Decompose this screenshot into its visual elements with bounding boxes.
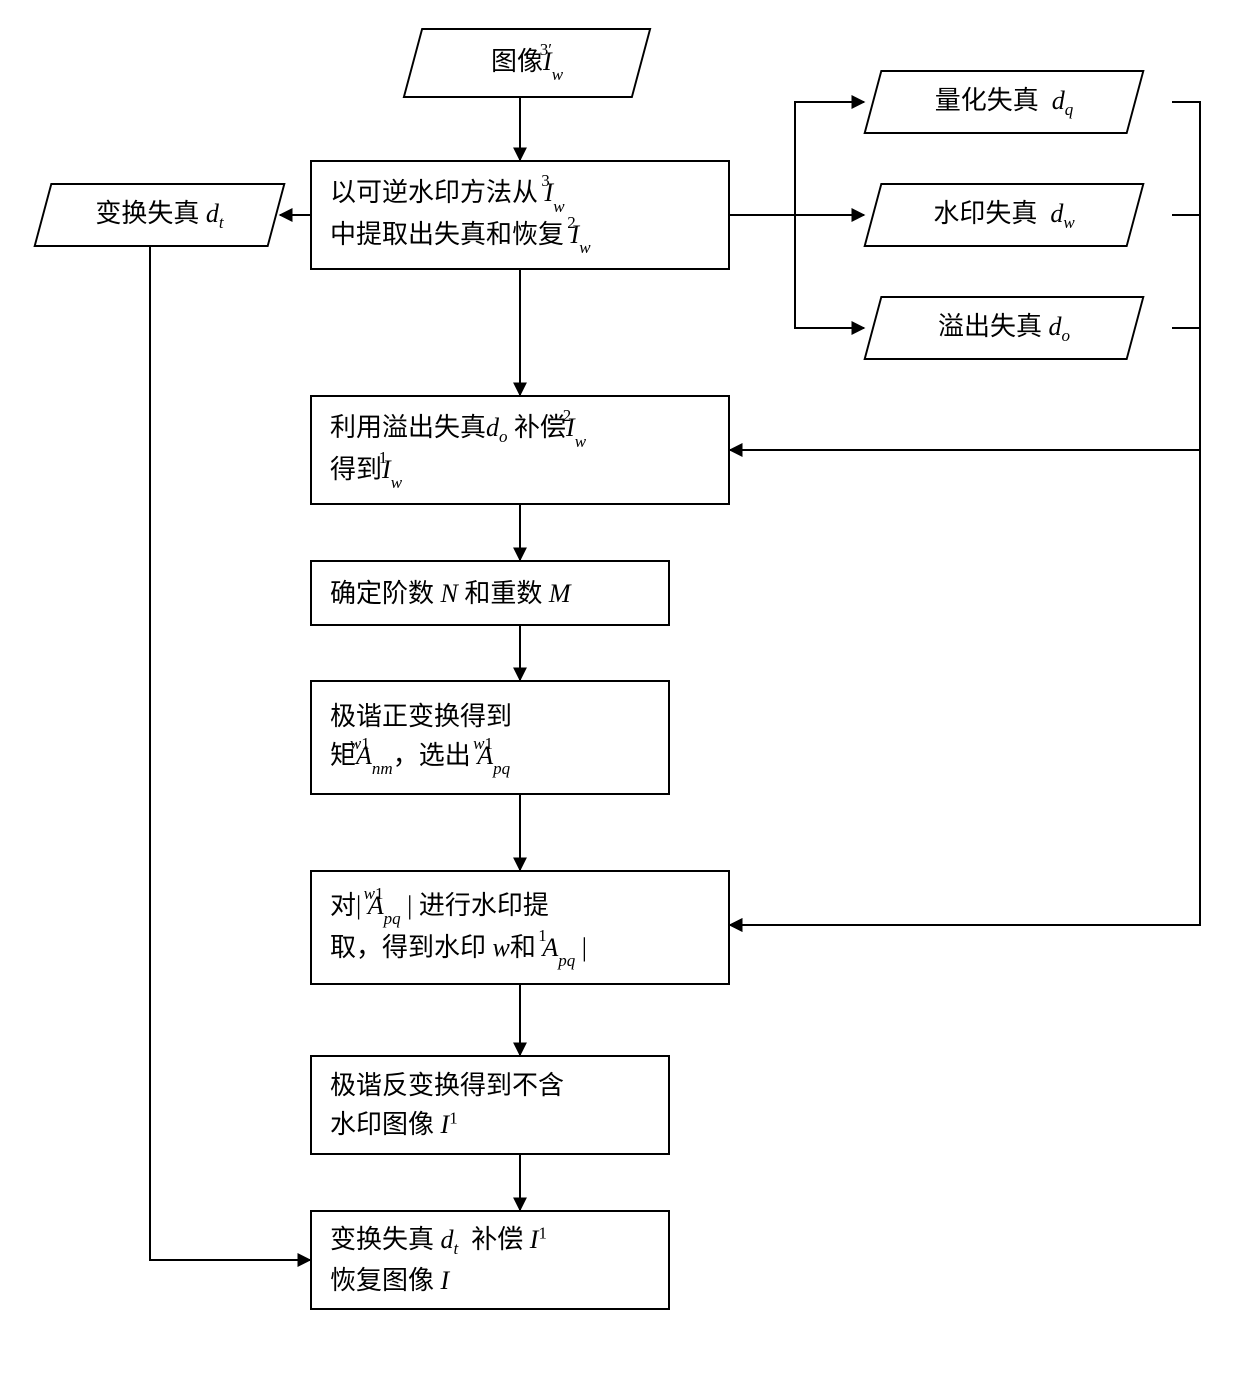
node-n_nm: 确定阶数 N 和重数 M xyxy=(310,560,670,626)
node-n_do: 溢出失真 do xyxy=(863,296,1144,360)
node-label: 对| Apqw1 | 进行水印提取，得到水印 w和 Apq1 | xyxy=(330,886,710,969)
node-label: 利用溢出失真do 补偿Iw2得到Iw1 xyxy=(330,408,710,491)
node-n_extract: 以可逆水印方法从 Iw3中提取出失真和恢复 Iw2 xyxy=(310,160,730,270)
node-label: 以可逆水印方法从 Iw3中提取出失真和恢复 Iw2 xyxy=(330,173,710,256)
edge-n_dt-to-n_recover xyxy=(150,247,310,1260)
node-label: 量化失真 dq xyxy=(896,81,1112,123)
node-label: 极谐反变换得到不含水印图像 I1 xyxy=(330,1066,650,1144)
node-n_wext: 对| Apqw1 | 进行水印提取，得到水印 w和 Apq1 | xyxy=(310,870,730,985)
node-n_dw: 水印失真 dw xyxy=(863,183,1144,247)
node-label: 极谐正变换得到矩Anmw1，选出 Apqw1 xyxy=(330,697,650,778)
node-n_recover: 变换失真 dt 补偿 I1恢复图像 I xyxy=(310,1210,670,1310)
edge-n_extract-to-n_dq xyxy=(730,102,864,215)
node-n_dt: 变换失真 dt xyxy=(33,183,285,247)
node-n_dq: 量化失真 dq xyxy=(863,70,1144,134)
node-label: 溢出失真 do xyxy=(896,307,1112,349)
node-n_img: 图像Iw3′ xyxy=(403,28,652,98)
node-n_comp: 利用溢出失真do 补偿Iw2得到Iw1 xyxy=(310,395,730,505)
node-label: 变换失真 dt xyxy=(66,194,253,236)
node-n_inverse: 极谐反变换得到不含水印图像 I1 xyxy=(310,1055,670,1155)
node-label: 变换失真 dt 补偿 I1恢复图像 I xyxy=(330,1220,650,1301)
flowchart-canvas: 图像Iw3′ 以可逆水印方法从 Iw3中提取出失真和恢复 Iw2 变换失真 dt 量化… xyxy=(0,0,1240,1393)
node-n_forward: 极谐正变换得到矩Anmw1，选出 Apqw1 xyxy=(310,680,670,795)
node-label: 确定阶数 N 和重数 M xyxy=(330,574,650,613)
node-label: 图像Iw3′ xyxy=(436,42,618,84)
edge-n_extract-to-n_do xyxy=(730,215,864,328)
node-label: 水印失真 dw xyxy=(896,194,1112,236)
